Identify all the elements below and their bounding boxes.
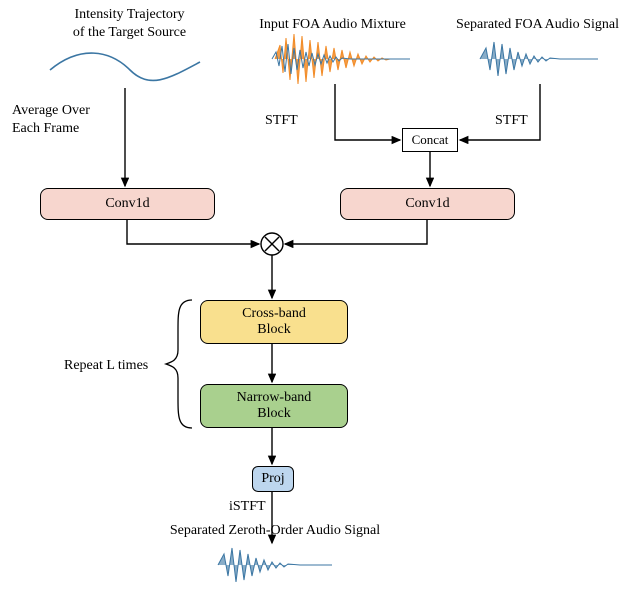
separated-signal-title: Separated FOA Audio Signal bbox=[440, 16, 635, 34]
stft-right-label: STFT bbox=[495, 112, 528, 130]
input-mixture-title: Input FOA Audio Mixture bbox=[245, 16, 420, 34]
proj-block: Proj bbox=[252, 466, 294, 492]
arrow-mixture-to-concat bbox=[335, 84, 400, 140]
input-mixture-wave bbox=[272, 34, 410, 84]
concat-block: Concat bbox=[402, 128, 458, 152]
arrow-convR-to-mult bbox=[285, 220, 427, 244]
conv1d-left-block: Conv1d bbox=[40, 188, 215, 220]
conv1d-right-block: Conv1d bbox=[340, 188, 515, 220]
repeat-l-times-label: Repeat L times bbox=[64, 357, 148, 375]
intensity-trajectory-title: Intensity Trajectoryof the Target Source bbox=[52, 6, 207, 42]
avg-over-frame-label: Average OverEach Frame bbox=[12, 102, 122, 138]
arrow-convL-to-mult bbox=[127, 220, 259, 244]
narrowband-block: Narrow-bandBlock bbox=[200, 384, 348, 428]
crossband-block: Cross-bandBlock bbox=[200, 300, 348, 344]
output-signal-wave bbox=[218, 548, 332, 582]
repeat-brace-icon bbox=[166, 300, 192, 428]
intensity-trajectory-wave bbox=[50, 53, 200, 80]
output-signal-label: Separated Zeroth-Order Audio Signal bbox=[155, 522, 395, 540]
stft-left-label: STFT bbox=[265, 112, 298, 130]
multiply-op-icon bbox=[261, 233, 283, 255]
separated-signal-wave bbox=[480, 42, 598, 76]
istft-label: iSTFT bbox=[229, 498, 266, 516]
